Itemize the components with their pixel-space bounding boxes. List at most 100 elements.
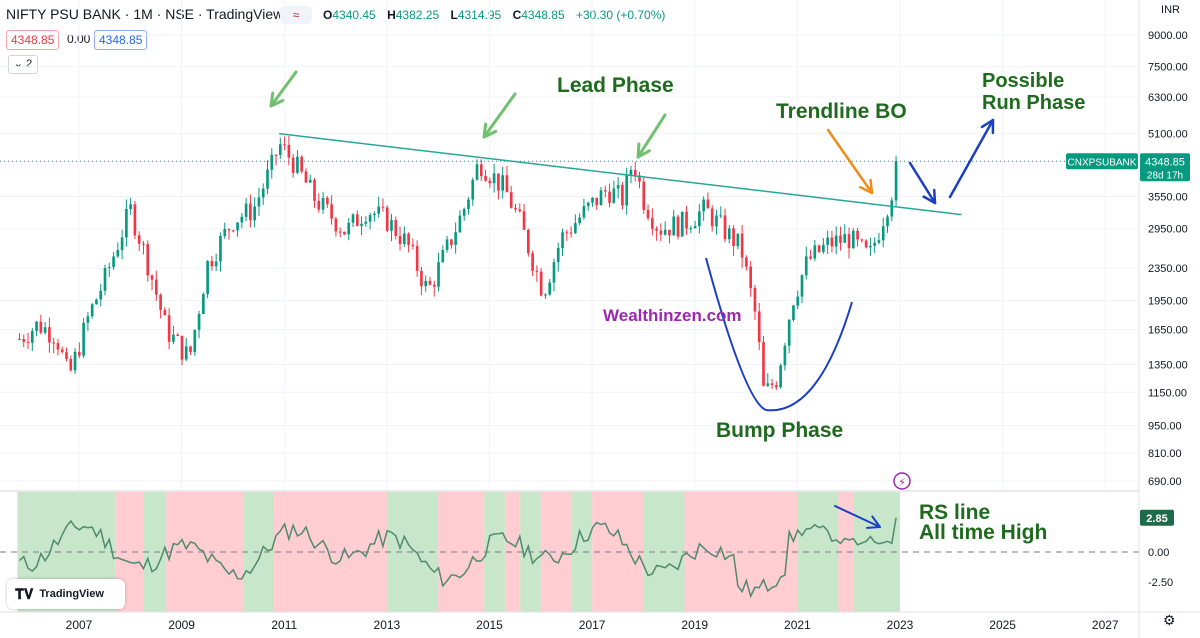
compare-button[interactable]: ≈ bbox=[280, 6, 312, 24]
x-tick-label: 2019 bbox=[681, 618, 708, 632]
candle-body bbox=[78, 351, 81, 356]
candle-body bbox=[727, 228, 731, 240]
candle-body bbox=[809, 256, 812, 259]
candle-body bbox=[856, 230, 859, 240]
candle-body bbox=[616, 185, 620, 189]
candle-body bbox=[125, 208, 128, 238]
settings-gear-icon[interactable]: ⚙ bbox=[1163, 612, 1176, 628]
candle-body bbox=[668, 229, 671, 236]
candle-body bbox=[291, 157, 295, 173]
candle-body bbox=[591, 197, 594, 203]
candle-body bbox=[779, 365, 782, 388]
y-tick-label: 950.00 bbox=[1148, 420, 1182, 432]
candle-body bbox=[740, 233, 744, 258]
candle-body bbox=[804, 256, 808, 276]
y-tick-label: 810.00 bbox=[1148, 448, 1182, 460]
candle-body bbox=[792, 305, 795, 320]
candle-body bbox=[154, 279, 158, 295]
candle-body bbox=[787, 319, 791, 346]
candle-body bbox=[189, 346, 192, 353]
indicator-collapse-button[interactable]: ⌄ 2 bbox=[8, 55, 38, 74]
candle-body bbox=[210, 260, 214, 267]
lead-phase-label: Lead Phase bbox=[557, 74, 674, 97]
close-value: 4348.85 bbox=[521, 8, 565, 22]
candle-body bbox=[839, 235, 842, 243]
candle-body bbox=[595, 197, 599, 206]
candle-body bbox=[783, 345, 787, 366]
candle-body bbox=[347, 222, 351, 235]
candle-body bbox=[150, 275, 154, 280]
candle-body bbox=[420, 270, 423, 287]
candle-body bbox=[608, 191, 611, 203]
trendline-bo-label: Trendline BO bbox=[776, 100, 907, 123]
candle-body bbox=[441, 249, 445, 263]
candle-body bbox=[834, 235, 838, 247]
candle-body bbox=[894, 161, 898, 201]
candle-body bbox=[851, 230, 855, 249]
candle-body bbox=[193, 329, 197, 353]
candle-body bbox=[202, 294, 205, 315]
candle-body bbox=[710, 208, 714, 227]
open-key: O bbox=[323, 8, 333, 22]
candle-body bbox=[407, 233, 410, 245]
candle-body bbox=[497, 173, 500, 191]
tradingview-logo[interactable]: 𝐓𝐕 TradingView bbox=[7, 579, 125, 609]
candle-body bbox=[655, 228, 658, 231]
candle-body bbox=[244, 203, 248, 217]
candle-body bbox=[308, 179, 312, 183]
candle-body bbox=[82, 322, 85, 356]
candle-body bbox=[586, 202, 590, 206]
candle-body bbox=[869, 245, 872, 248]
y-tick-label: 690.00 bbox=[1148, 476, 1182, 488]
y-tick-label: 1150.00 bbox=[1148, 387, 1187, 399]
candle-body bbox=[762, 342, 765, 386]
trendline-bo-arrow bbox=[826, 128, 874, 195]
y-tick-label: 9000.00 bbox=[1148, 30, 1188, 42]
currency-label[interactable]: INR bbox=[1161, 4, 1180, 16]
event-lightning-icon[interactable] bbox=[893, 472, 911, 490]
candle-body bbox=[22, 339, 26, 342]
candle-body bbox=[501, 175, 504, 191]
candle-body bbox=[231, 230, 235, 232]
y-tick-label: 2950.00 bbox=[1148, 224, 1188, 236]
y-tick-label: 1350.00 bbox=[1148, 359, 1188, 371]
candle-body bbox=[565, 232, 569, 234]
candle-body bbox=[445, 239, 449, 250]
candle-body bbox=[364, 221, 368, 224]
y-tick-label: 1950.00 bbox=[1148, 296, 1188, 308]
candle-body bbox=[775, 385, 778, 388]
rs-high-arrow bbox=[834, 505, 881, 528]
candle-body bbox=[544, 294, 547, 296]
candle-body bbox=[394, 220, 398, 237]
candle-body bbox=[612, 188, 616, 203]
rs-y-tick-label: 0.00 bbox=[1148, 547, 1169, 559]
candle-body bbox=[142, 243, 145, 245]
tradingview-logo-text: TradingView bbox=[39, 588, 104, 600]
x-tick-label: 2009 bbox=[168, 618, 195, 632]
candle-body bbox=[685, 211, 688, 229]
run-phase-arrow-head bbox=[980, 118, 995, 135]
candle-body bbox=[659, 230, 663, 235]
candle-body bbox=[864, 240, 868, 248]
low-key: L bbox=[450, 8, 458, 22]
candle-body bbox=[822, 244, 825, 252]
candle-body bbox=[428, 280, 432, 285]
candle-body bbox=[373, 213, 376, 216]
trendline-bo-arrow-head bbox=[859, 178, 874, 195]
lead-arrow bbox=[636, 113, 667, 159]
candle-body bbox=[18, 338, 21, 340]
candle-body bbox=[766, 383, 770, 386]
trendline[interactable] bbox=[279, 132, 962, 216]
candle-body bbox=[35, 321, 38, 332]
candle-body bbox=[467, 199, 470, 210]
run-phase-label-line1: Possible bbox=[982, 70, 1064, 92]
candle-body bbox=[223, 229, 227, 237]
candle-body bbox=[479, 164, 483, 177]
candle-body bbox=[172, 334, 175, 342]
candle-body bbox=[219, 236, 222, 262]
candle-body bbox=[236, 222, 239, 231]
candle-body bbox=[437, 262, 440, 287]
candle-body bbox=[411, 244, 415, 246]
candle-body bbox=[137, 235, 141, 244]
